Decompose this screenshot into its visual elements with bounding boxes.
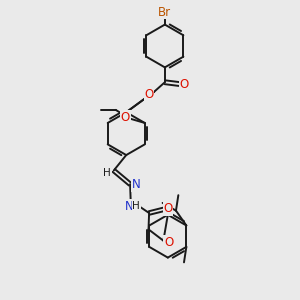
Text: O: O — [121, 110, 130, 124]
Text: H: H — [103, 169, 111, 178]
Text: Br: Br — [158, 6, 171, 19]
Text: O: O — [179, 77, 188, 91]
Text: N: N — [132, 178, 140, 191]
Text: H: H — [133, 202, 140, 212]
Text: N: N — [125, 200, 134, 213]
Text: O: O — [164, 236, 173, 249]
Text: O: O — [145, 88, 154, 101]
Text: O: O — [164, 202, 173, 215]
